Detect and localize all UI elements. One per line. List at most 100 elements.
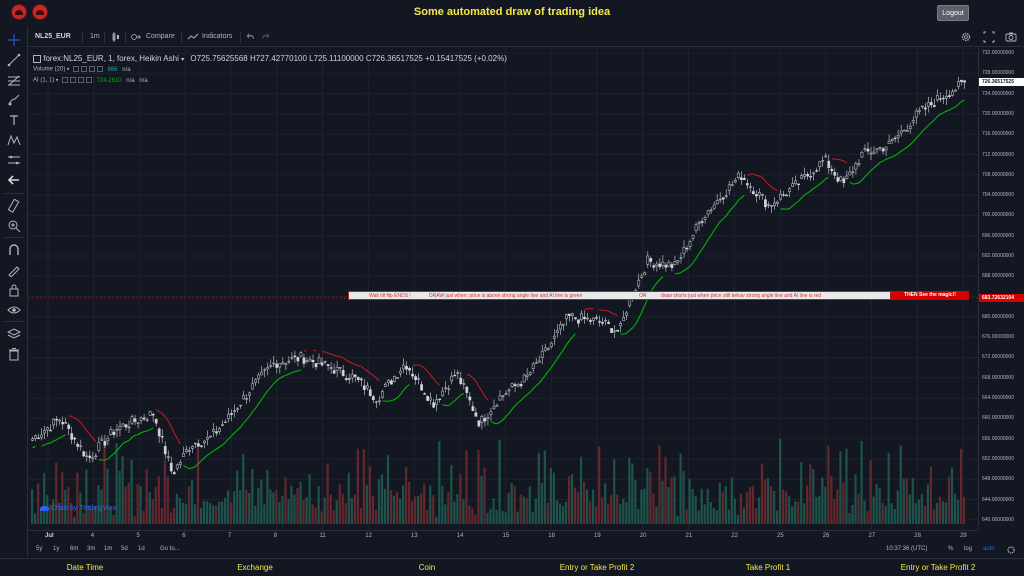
volume-bar xyxy=(166,476,169,524)
symbol-search[interactable]: NL25_EUR xyxy=(35,33,71,40)
candle-body xyxy=(552,335,556,339)
eye-icon[interactable] xyxy=(72,66,79,72)
undo-icon[interactable] xyxy=(246,27,256,47)
volume-bar xyxy=(670,477,673,524)
more-icon[interactable] xyxy=(96,66,103,72)
current-price-tag: 726.36517525 xyxy=(979,77,1024,86)
range-button-1y[interactable]: 1y xyxy=(53,546,60,552)
candle-body xyxy=(806,174,810,177)
percent-toggle[interactable]: % xyxy=(948,546,954,552)
tradingview-watermark[interactable]: Chart by TradingView xyxy=(40,505,118,512)
candle-body xyxy=(212,429,215,432)
redo-icon[interactable] xyxy=(260,27,270,47)
time-axis[interactable]: Jul 4 5 6 7 8 11 12 13 14 15 18 19 20 21 22 25 26 27 28 29 xyxy=(28,530,978,544)
candle-body xyxy=(438,398,442,401)
candle-body xyxy=(779,193,782,200)
range-button-1d[interactable]: 1d xyxy=(138,546,145,552)
volume-bar xyxy=(685,509,688,524)
ruler-icon[interactable] xyxy=(7,199,21,213)
logout-button[interactable]: Logout xyxy=(937,5,969,21)
candle-body xyxy=(411,373,414,377)
stay-drawing-icon[interactable] xyxy=(7,263,21,277)
compare-button[interactable]: Compare xyxy=(146,33,175,40)
log-toggle[interactable]: log xyxy=(964,546,973,552)
close-icon[interactable] xyxy=(88,66,95,72)
fullscreen-icon[interactable] xyxy=(983,27,995,47)
volume-bar xyxy=(803,503,806,524)
candles-icon[interactable] xyxy=(111,27,121,47)
indicators-button[interactable]: Indicators xyxy=(202,33,233,40)
volume-bar xyxy=(103,442,106,524)
trash-icon[interactable] xyxy=(7,347,21,361)
volume-bar xyxy=(555,500,559,524)
candle-body xyxy=(939,98,942,100)
brush-icon[interactable] xyxy=(7,93,21,107)
goto-button[interactable]: Go to... xyxy=(160,546,180,552)
settings-gear-icon[interactable] xyxy=(69,77,76,83)
ai-line-green xyxy=(41,434,66,447)
lock-icon[interactable] xyxy=(7,283,21,297)
time-tick-label: 27 xyxy=(868,533,876,539)
candle-body xyxy=(257,374,261,379)
zoom-in-icon[interactable] xyxy=(7,219,21,233)
eye-icon[interactable] xyxy=(7,303,21,317)
magnet-icon[interactable] xyxy=(7,243,21,257)
volume-bar xyxy=(471,508,474,524)
collapse-icon[interactable] xyxy=(33,54,41,63)
candle-body xyxy=(960,79,963,82)
settings-gear-icon[interactable] xyxy=(960,27,972,47)
indicators-icon[interactable] xyxy=(187,27,199,47)
candle-body xyxy=(616,329,619,332)
candle-body xyxy=(290,357,294,359)
ai-na-2: n/a xyxy=(139,77,148,84)
volume-bar xyxy=(58,502,61,524)
layers-icon[interactable] xyxy=(7,327,21,341)
candle-body xyxy=(513,384,517,386)
text-tool-icon[interactable] xyxy=(7,113,21,127)
volume-bar xyxy=(664,457,667,524)
volume-bar xyxy=(510,483,513,524)
settings-gear-icon[interactable] xyxy=(80,66,87,72)
auto-toggle[interactable]: auto xyxy=(983,546,995,552)
interval-button[interactable]: 1m xyxy=(90,33,100,40)
close-icon[interactable] xyxy=(77,77,84,83)
ai-study-label[interactable]: AI (1, 1) xyxy=(33,77,55,84)
range-button-5d[interactable]: 5d xyxy=(121,546,128,552)
settings-gear-icon[interactable] xyxy=(1006,544,1016,558)
range-button-3m[interactable]: 3m xyxy=(87,546,96,552)
volume-bar xyxy=(950,467,954,524)
bear-logo-icon xyxy=(32,4,48,20)
range-button-1m[interactable]: 1m xyxy=(104,546,113,552)
prediction-tool-icon[interactable] xyxy=(7,153,21,167)
volume-bar xyxy=(622,498,625,524)
back-arrow-icon[interactable] xyxy=(7,173,21,187)
camera-icon[interactable] xyxy=(1005,27,1017,47)
volume-bar xyxy=(148,492,151,524)
volume-study-label[interactable]: Volume (20) xyxy=(33,66,66,73)
trend-line-icon[interactable] xyxy=(7,53,21,67)
compare-icon[interactable] xyxy=(130,27,142,47)
column-label: Exchange xyxy=(237,563,273,572)
candle-body xyxy=(948,95,951,97)
eye-icon[interactable] xyxy=(61,77,68,83)
price-chart[interactable] xyxy=(28,48,978,530)
more-icon[interactable] xyxy=(85,77,92,83)
fib-tool-icon[interactable] xyxy=(7,73,21,87)
candle-body xyxy=(800,175,803,179)
volume-bar xyxy=(133,516,136,524)
volume-bar xyxy=(230,502,233,524)
volume-bar xyxy=(401,485,405,524)
candle-body xyxy=(172,472,176,475)
app-title: Some automated draw of trading idea xyxy=(413,6,611,18)
candle-body xyxy=(365,385,369,389)
price-axis[interactable]: 732.00000000 728.00000000 724.00000000 720.… xyxy=(978,48,1024,530)
candle-body xyxy=(896,134,900,138)
volume-bar xyxy=(567,476,571,524)
pattern-tool-icon[interactable] xyxy=(7,133,21,147)
chart-canvas[interactable] xyxy=(28,48,978,530)
range-button-5y[interactable]: 5y xyxy=(36,546,43,552)
candle-body xyxy=(706,210,710,215)
volume-bar xyxy=(389,490,393,524)
crosshair-icon[interactable] xyxy=(7,33,21,47)
range-button-6m[interactable]: 6m xyxy=(70,546,79,552)
